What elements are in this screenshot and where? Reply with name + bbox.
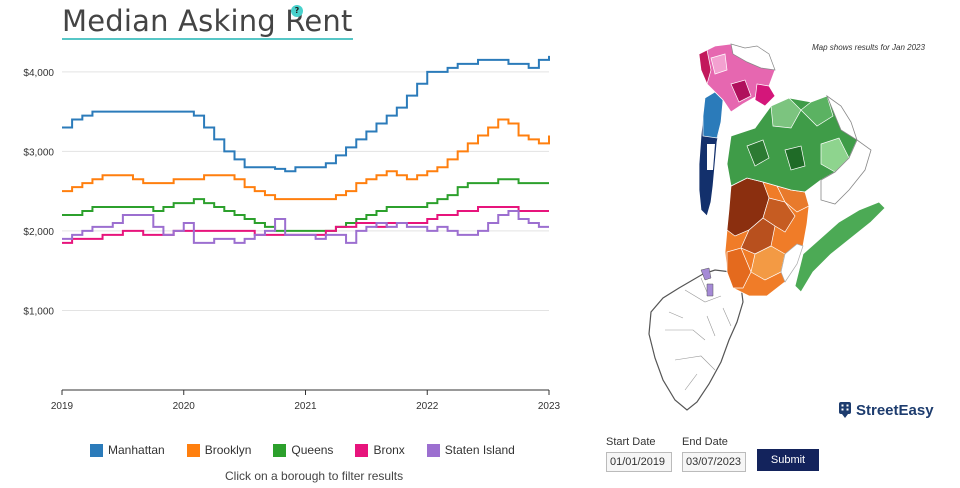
submit-button[interactable]: Submit [757,449,819,471]
streeteasy-logo[interactable]: StreetEasy [838,401,934,419]
legend-label: Queens [291,443,334,457]
end-date-input[interactable] [682,452,746,472]
legend-swatch [426,443,440,457]
brand-name: StreetEasy [856,401,934,419]
start-date-input[interactable] [606,452,672,472]
legend-label: Staten Island [444,443,515,457]
map-borough-staten-island[interactable] [648,269,744,411]
legend-label: Brooklyn [204,443,252,457]
legend-item-manhattan[interactable]: Manhattan [90,443,165,457]
legend-label: Bronx [373,443,405,457]
filter-hint: Click on a borough to filter results [225,469,404,483]
legend-swatch [186,443,200,457]
map-note: Map shows results for Jan 2023 [812,43,925,52]
end-date-label: End Date [682,436,728,448]
x-tick-label: 2020 [173,401,196,412]
help-icon[interactable]: ? [291,5,303,17]
legend-swatch [90,443,103,457]
legend-swatch [355,443,369,457]
series-line-staten-island [62,210,549,244]
y-tick-label: $3,000 [23,147,54,158]
legend-item-staten-island[interactable]: Staten Island [426,443,515,457]
legend-label: Manhattan [108,443,165,457]
legend-item-brooklyn[interactable]: Brooklyn [186,443,252,457]
x-tick-label: 2021 [294,401,317,412]
series-line-manhattan [62,55,550,173]
series-line-queens [62,178,549,232]
y-tick-label: $2,000 [23,227,54,238]
borough-map[interactable] [645,40,905,420]
legend-swatch [273,443,287,457]
page-title: Median Asking Rent [62,4,353,40]
legend-item-queens[interactable]: Queens [273,443,333,457]
y-tick-label: $1,000 [23,306,54,317]
rent-line-chart: $1,000 $2,000 $3,000 $4,000 2019 2020 2021 2022… [23,55,561,412]
y-tick-label: $4,000 [23,68,54,79]
series-line-brooklyn [62,118,550,201]
streeteasy-building-icon [839,402,851,418]
series-line-bronx [62,206,549,244]
x-tick-label: 2023 [538,401,561,412]
x-tick-label: 2022 [416,401,439,412]
legend-item-bronx[interactable]: Bronx [355,443,405,457]
start-date-label: Start Date [606,436,656,448]
x-tick-label: 2019 [51,401,74,412]
chart-legend: Manhattan Brooklyn Queens Bronx Staten Islan… [90,443,537,457]
